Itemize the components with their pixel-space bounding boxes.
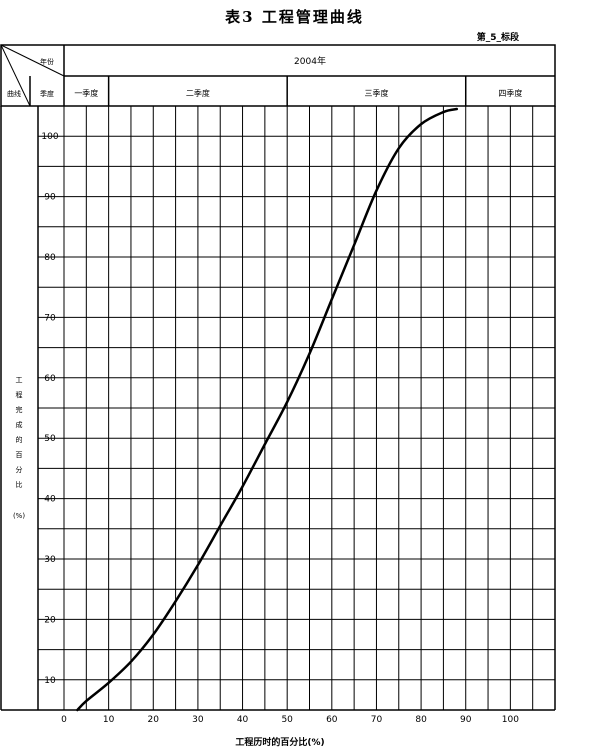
y-axis-label-char: 百	[16, 451, 23, 459]
x-tick-label: 40	[237, 715, 249, 725]
y-tick-label: 30	[44, 555, 56, 565]
corner-curve-label: 曲线	[7, 89, 21, 98]
x-tick-labels: 0 10 20 30 40 50 60 70 80 90 100	[61, 715, 519, 725]
quarter-label: 四季度	[498, 88, 522, 98]
y-axis-label-char: 程	[16, 390, 23, 399]
x-tick-label: 70	[371, 715, 383, 725]
section-label: 第_5_标段	[476, 33, 519, 43]
x-tick-label: 60	[326, 715, 338, 725]
quarter-label: 二季度	[186, 88, 210, 98]
quarter-row: 一季度 二季度 三季度 四季度	[74, 76, 522, 106]
y-axis-label-char: 分	[16, 465, 23, 474]
corner-quarter-label: 季度	[40, 89, 54, 98]
x-axis-label: 工程历时的百分比(%)	[235, 736, 324, 748]
chart-title: 表3 工程管理曲线	[225, 8, 364, 26]
y-tick-label: 80	[44, 253, 56, 263]
y-axis-label-char: 完	[16, 405, 23, 414]
x-tick-label: 90	[460, 715, 472, 725]
quarter-label: 三季度	[364, 88, 388, 98]
x-tick-label: 0	[61, 715, 67, 725]
y-tick-label: 60	[44, 374, 56, 384]
y-tick-label: 10	[44, 676, 56, 686]
y-tick-label: 50	[44, 434, 56, 444]
y-tick-label: 20	[44, 615, 56, 625]
quarter-label: 一季度	[74, 88, 98, 98]
y-tick-label: 90	[44, 193, 56, 203]
x-tick-label: 10	[103, 715, 115, 725]
y-tick-label: 40	[44, 495, 56, 505]
year-label: 2004年	[294, 55, 326, 67]
y-axis-label-char: 工	[16, 376, 23, 384]
x-tick-label: 30	[192, 715, 204, 725]
y-axis-unit: (%)	[13, 512, 25, 520]
x-tick-label: 20	[148, 715, 160, 725]
y-tick-label: 70	[44, 313, 56, 323]
y-tick-label: 100	[41, 132, 58, 142]
x-tick-label: 100	[502, 715, 519, 725]
y-axis-label-char: 比	[16, 480, 23, 489]
corner-year-label: 年份	[40, 57, 54, 66]
y-axis-label-char: 成	[16, 420, 23, 429]
progress-curve	[76, 107, 459, 712]
x-tick-label: 50	[281, 715, 293, 725]
y-tick-labels: 10 20 30 40 50 60 70 80 90 100	[41, 132, 58, 686]
y-axis-label-char: 的	[16, 435, 23, 444]
grid-lines	[38, 105, 556, 711]
x-tick-label: 80	[415, 715, 427, 725]
